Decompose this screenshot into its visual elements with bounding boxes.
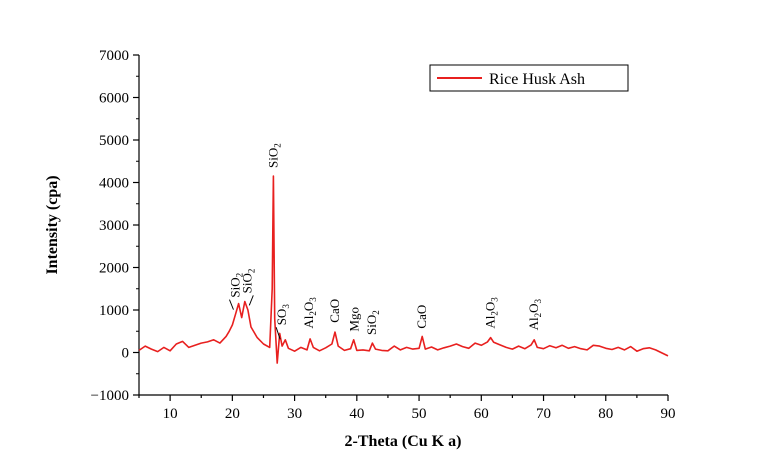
series-line-rice-husk-ash bbox=[138, 175, 669, 364]
y-tick-label: 7000 bbox=[99, 48, 129, 64]
y-tick-label: −1000 bbox=[91, 388, 129, 404]
peak-label: SiO2 bbox=[364, 310, 381, 335]
y-tick-label: 2000 bbox=[99, 261, 129, 277]
x-tick-label: 40 bbox=[349, 406, 364, 422]
x-tick-label: 60 bbox=[474, 406, 489, 422]
peak-label: SiO2 bbox=[239, 269, 256, 294]
peak-label: CaO bbox=[414, 305, 429, 329]
y-axis-title: Intensity (cpa) bbox=[44, 175, 61, 274]
y-tick-label: 6000 bbox=[99, 91, 129, 107]
peak-label: Al2O3 bbox=[526, 299, 543, 331]
peak-pointer bbox=[275, 327, 281, 340]
y-tick-label: 0 bbox=[122, 346, 130, 362]
y-tick-label: 1000 bbox=[99, 303, 129, 319]
x-tick-label: 80 bbox=[598, 406, 613, 422]
peak-label: CaO bbox=[327, 299, 342, 323]
legend-label: Rice Husk Ash bbox=[489, 71, 585, 88]
legend: Rice Husk Ash bbox=[429, 64, 629, 92]
y-tick-label: 5000 bbox=[99, 133, 129, 149]
peak-pointer bbox=[248, 295, 254, 306]
peak-label: SiO2 bbox=[228, 273, 245, 298]
peak-label: SiO2 bbox=[265, 143, 282, 168]
peak-label: Al2O3 bbox=[301, 297, 318, 329]
y-ticks: −1000 0 1000 2000 3000 4000 5000 6000 7000 bbox=[91, 48, 139, 404]
peak-label: SO3 bbox=[274, 304, 291, 326]
x-tick-label: 30 bbox=[287, 406, 302, 422]
x-axis-title: 2-Theta (Cu K a) bbox=[345, 433, 462, 450]
x-tick-label: 90 bbox=[661, 406, 676, 422]
y-tick-label: 4000 bbox=[99, 176, 129, 192]
peak-label: Mgo bbox=[346, 307, 361, 332]
x-tick-label: 10 bbox=[163, 406, 178, 422]
x-tick-label: 20 bbox=[225, 406, 240, 422]
x-ticks: 10 20 30 40 50 60 70 80 90 bbox=[138, 395, 676, 422]
peak-pointer bbox=[229, 299, 234, 310]
peak-label: Al2O3 bbox=[483, 297, 500, 329]
y-tick-label: 3000 bbox=[99, 218, 129, 234]
x-tick-label: 50 bbox=[412, 406, 427, 422]
x-tick-label: 70 bbox=[536, 406, 551, 422]
